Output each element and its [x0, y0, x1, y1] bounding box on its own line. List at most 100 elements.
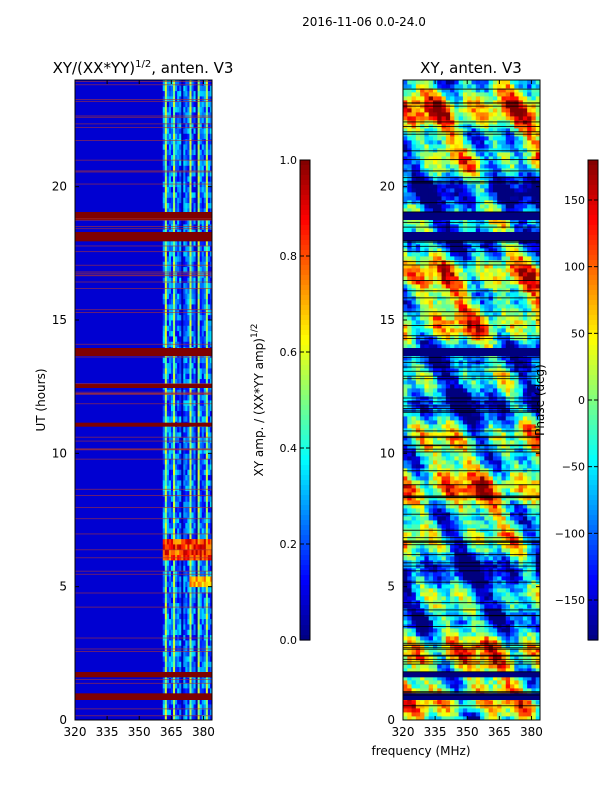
phase-cell	[407, 572, 412, 577]
amplitude-cell	[170, 506, 174, 513]
amplitude-cell	[173, 192, 176, 198]
phase-cell	[441, 576, 447, 581]
amplitude-cell	[197, 138, 201, 145]
amplitude-cell	[170, 165, 174, 172]
amplitude-cell	[166, 533, 170, 540]
phase-cell	[462, 584, 468, 589]
amplitude-cell	[162, 714, 166, 721]
phase-cell	[458, 668, 464, 673]
phase-cell	[531, 604, 537, 609]
phase-cell	[450, 568, 455, 573]
amplitude-cell	[199, 277, 203, 284]
phase-cell	[514, 668, 519, 673]
amplitude-cell	[193, 122, 196, 129]
phase-cell	[420, 668, 425, 673]
amplitude-cell	[175, 277, 178, 284]
amplitude-cell	[187, 437, 190, 444]
amplitude-cell	[189, 592, 192, 598]
amplitude-cell	[181, 224, 184, 230]
phase-cell	[475, 548, 481, 553]
amplitude-cell	[197, 373, 201, 380]
phase-cell	[424, 544, 430, 549]
phase-cell	[522, 536, 528, 541]
amplitude-cell	[168, 432, 172, 438]
phase-cell	[522, 616, 528, 621]
colorbar-tick-label: 1.0	[280, 154, 298, 167]
amplitude-cell	[199, 533, 203, 540]
phase-cell	[441, 500, 447, 505]
amplitude-cell	[173, 629, 176, 636]
phase-cell	[432, 516, 438, 521]
amplitude-cell	[191, 373, 194, 380]
amplitude-cell	[181, 501, 184, 508]
phase-cell	[535, 588, 541, 593]
phase-cell	[484, 524, 490, 529]
amplitude-cell	[175, 170, 178, 177]
phase-cell	[484, 640, 490, 645]
amplitude-cell	[183, 629, 186, 636]
amplitude-cell	[183, 624, 186, 630]
amplitude-cell	[185, 512, 188, 518]
amplitude-cell	[209, 522, 213, 529]
phase-cell	[454, 620, 460, 625]
amplitude-cell	[185, 192, 188, 198]
amplitude-cell	[179, 357, 182, 364]
amplitude-cell	[207, 442, 211, 449]
amplitude-cell	[195, 149, 199, 156]
amplitude-cell	[197, 101, 201, 108]
amplitude-cell	[209, 688, 213, 694]
amplitude-cell	[199, 565, 203, 572]
phase-cell	[437, 628, 442, 633]
phase-cell	[462, 572, 468, 577]
amplitude-cell	[193, 133, 196, 140]
amplitude-cell	[173, 410, 176, 417]
amplitude-cell	[191, 378, 194, 385]
phase-cell	[471, 532, 477, 537]
amplitude-cell	[209, 624, 213, 630]
amplitude-cell	[162, 704, 166, 710]
phase-cell	[535, 544, 541, 549]
amplitude-cell	[166, 656, 170, 662]
amplitude-cell	[193, 400, 196, 406]
amplitude-cell	[197, 96, 201, 102]
phase-cell	[445, 616, 451, 621]
phase-cell	[458, 632, 464, 637]
amplitude-cell	[189, 138, 192, 145]
amplitude-cell	[201, 138, 205, 145]
phase-cell	[531, 644, 537, 649]
phase-cell	[424, 532, 430, 537]
phase-cell	[441, 664, 447, 669]
amplitude-cell	[183, 661, 186, 668]
amplitude-cell	[166, 698, 170, 705]
phase-cell	[450, 496, 455, 501]
amplitude-cell	[185, 106, 188, 113]
phase-cell	[484, 556, 490, 561]
phase-cell	[510, 536, 515, 541]
phase-cell	[467, 644, 472, 649]
amplitude-cell	[187, 618, 190, 625]
amplitude-cell	[185, 634, 188, 641]
amplitude-cell	[209, 656, 213, 662]
amplitude-cell	[183, 565, 186, 572]
amplitude-cell	[179, 442, 182, 449]
amplitude-cell	[170, 314, 174, 321]
phase-cell	[505, 556, 511, 561]
phase-cell	[471, 656, 477, 661]
amplitude-cell	[187, 544, 190, 550]
phase-cell	[445, 548, 451, 553]
phase-cell	[514, 492, 519, 497]
amplitude-cell	[168, 549, 172, 556]
phase-cell	[484, 676, 490, 681]
amplitude-cell	[197, 661, 201, 668]
amplitude-cell	[185, 677, 188, 684]
amplitude-cell	[175, 464, 178, 470]
amplitude-cell	[207, 528, 211, 534]
amplitude-cell	[209, 245, 213, 252]
phase-cell	[522, 508, 528, 513]
amplitude-cell	[195, 709, 199, 716]
amplitude-cell	[175, 85, 178, 92]
colorbar-step	[300, 185, 310, 191]
amplitude-cell	[207, 106, 211, 113]
phase-cell	[535, 592, 541, 597]
phase-cell	[467, 532, 472, 537]
